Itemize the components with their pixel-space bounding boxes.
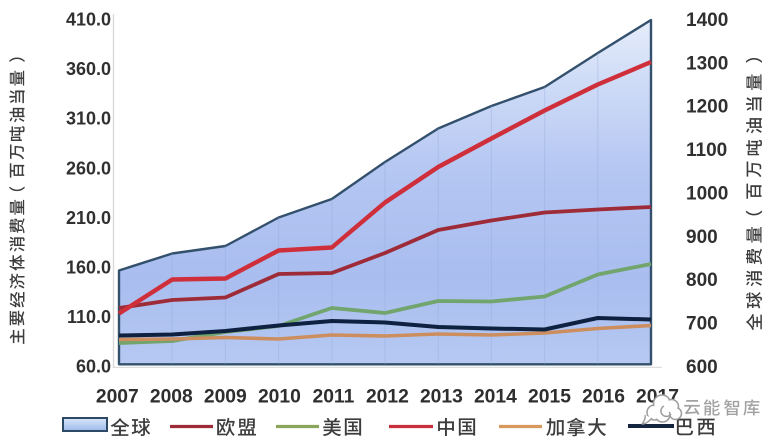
svg-text:2009: 2009 [204,386,247,407]
svg-text:410.0: 410.0 [66,10,111,30]
svg-text:110.0: 110.0 [67,307,111,327]
svg-text:2014: 2014 [474,386,517,407]
svg-text:1000: 1000 [686,183,728,204]
svg-text:2016: 2016 [582,386,625,407]
svg-text:1200: 1200 [686,97,728,118]
svg-text:2015: 2015 [528,386,571,407]
svg-text:210.0: 210.0 [66,208,111,228]
svg-text:2007: 2007 [96,386,139,407]
svg-text:2008: 2008 [150,386,193,407]
svg-text:310.0: 310.0 [66,109,111,129]
svg-text:700: 700 [686,314,718,335]
svg-text:2013: 2013 [420,386,463,407]
svg-text:800: 800 [686,270,718,291]
svg-text:60.0: 60.0 [76,357,111,377]
svg-text:1100: 1100 [686,140,727,161]
svg-text:1300: 1300 [686,53,728,74]
svg-text:900: 900 [686,227,718,248]
svg-text:160.0: 160.0 [66,258,111,278]
svg-text:600: 600 [686,357,718,378]
svg-text:260.0: 260.0 [66,158,111,178]
svg-text:2011: 2011 [312,386,354,407]
svg-text:2010: 2010 [258,386,301,407]
svg-text:2012: 2012 [366,386,409,407]
svg-text:360.0: 360.0 [66,59,111,79]
svg-text:1400: 1400 [686,10,728,31]
